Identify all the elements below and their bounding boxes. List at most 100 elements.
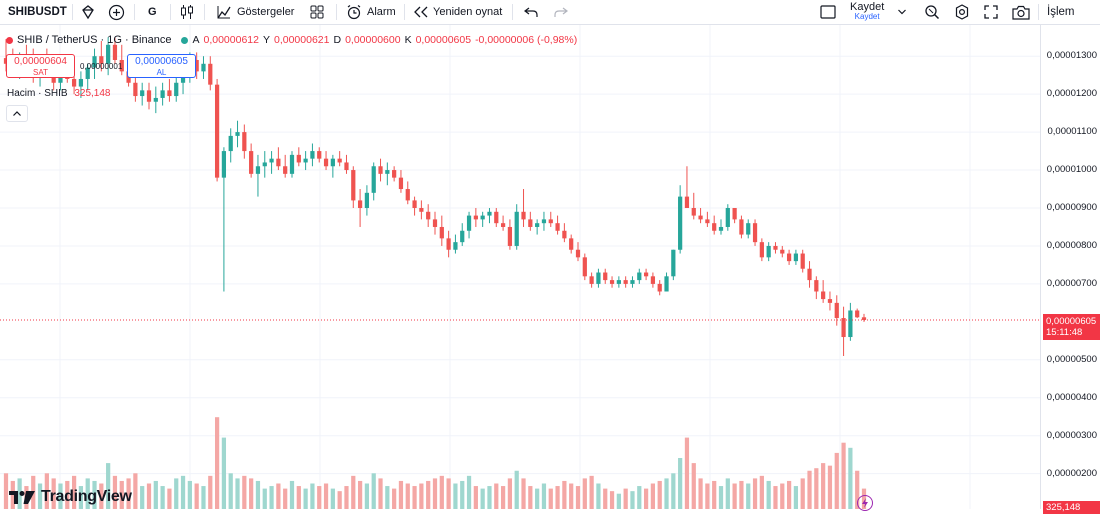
candle: [643, 268, 649, 281]
volume-legend-label[interactable]: Hacim · SHIB: [7, 88, 68, 99]
candle-body: [398, 177, 404, 190]
candle-body: [92, 56, 97, 68]
candle-body: [371, 166, 376, 193]
candle: [827, 291, 833, 311]
quick-search-icon[interactable]: [924, 0, 940, 24]
volume-bar: [58, 483, 63, 509]
interval-button[interactable]: G: [148, 0, 157, 24]
candle: [684, 166, 690, 208]
settings-gear-icon[interactable]: [954, 0, 970, 24]
candle-body: [194, 59, 199, 72]
symbol-search-button[interactable]: SHIBUSDT: [8, 0, 67, 24]
candle: [255, 154, 261, 197]
alert-button[interactable]: Alarm: [346, 0, 396, 24]
candle: [630, 276, 635, 288]
candle-body: [140, 90, 145, 97]
candle-body: [698, 215, 703, 220]
candle: [398, 170, 404, 193]
candle-body: [303, 158, 308, 163]
candle: [616, 276, 621, 288]
candle-body: [221, 151, 227, 178]
volume-bar: [126, 478, 131, 509]
volume-bar: [167, 488, 172, 509]
candle-body: [466, 215, 472, 231]
volume-bar: [235, 478, 240, 509]
volume-bar: [616, 493, 621, 509]
buy-button[interactable]: 0,00000605 AL: [127, 54, 196, 78]
volume-bar: [473, 486, 478, 509]
candle: [385, 162, 390, 186]
candle: [194, 52, 199, 79]
chart-pane[interactable]: [0, 25, 1040, 509]
high-value: 0,00000621: [274, 34, 330, 46]
volume-legend: Hacim · SHIB 325,148: [7, 88, 111, 99]
volume-bar: [112, 475, 118, 509]
volume-bar: [494, 483, 499, 509]
candle-body: [337, 158, 342, 163]
volume-tag: 325,148: [1043, 501, 1100, 514]
volume-bar: [405, 483, 410, 509]
candle-body: [589, 276, 594, 284]
candle-body: [718, 226, 724, 231]
candle: [405, 181, 410, 205]
volume-bar: [834, 452, 839, 509]
candle: [466, 211, 472, 239]
candle: [691, 192, 696, 220]
candle-body: [575, 249, 581, 258]
volume-bar: [569, 483, 574, 509]
undo-icon[interactable]: [524, 0, 538, 24]
change-value: -0,00000006 (-0,98%): [475, 34, 578, 46]
divider: [170, 4, 171, 20]
volume-bar: [283, 488, 288, 509]
volume-bar: [296, 486, 301, 509]
replay-button[interactable]: Yeniden oynat: [414, 0, 502, 24]
tradingview-logo-icon: [9, 491, 35, 504]
candle: [766, 242, 771, 262]
sell-label: SAT: [33, 68, 48, 77]
price-axis[interactable]: 0,00001300 0,00001200 0,00001100 0,00001000…: [1040, 25, 1100, 514]
candle: [657, 280, 662, 296]
candle: [337, 151, 342, 167]
fullscreen-icon[interactable]: [984, 0, 998, 24]
legend-title[interactable]: SHIB / TetherUS · 1G · Binance: [17, 34, 172, 46]
indicators-button[interactable]: Göstergeler: [216, 0, 294, 24]
trade-button[interactable]: İşlem: [1047, 0, 1074, 24]
candle-body: [446, 238, 451, 250]
candle-body: [671, 249, 676, 277]
candle-body: [99, 56, 104, 64]
collapse-legend-button[interactable]: [6, 105, 28, 122]
camera-icon[interactable]: [1012, 0, 1030, 24]
candle-body: [861, 317, 867, 320]
chevron-down-icon[interactable]: [897, 0, 907, 24]
candle-body: [848, 310, 853, 338]
volume-bar: [208, 475, 213, 509]
volume-bar: [85, 478, 90, 509]
candle-body: [71, 78, 77, 87]
candle: [814, 276, 819, 300]
tradingview-logo[interactable]: TradingView: [8, 488, 132, 506]
candle-body: [255, 166, 261, 174]
candlestick-chart[interactable]: [0, 25, 1040, 509]
volume-bar: [855, 470, 860, 509]
layout-checkbox-icon[interactable]: [820, 0, 836, 24]
candle-body: [746, 223, 751, 235]
volume-bar: [535, 488, 540, 509]
candle: [596, 268, 601, 288]
indicators-icon: [217, 6, 231, 19]
volume-bar: [426, 480, 431, 509]
redo-icon[interactable]: [554, 0, 568, 24]
candle-body: [582, 257, 587, 277]
volume-bar: [160, 486, 165, 509]
volume-bar: [357, 480, 363, 509]
sell-button[interactable]: 0,00000604 SAT: [6, 54, 75, 78]
candlestick-type-icon[interactable]: [180, 0, 194, 24]
layout-templates-icon[interactable]: [310, 0, 324, 24]
save-button[interactable]: Kaydet Kaydet: [850, 0, 884, 24]
compare-icon[interactable]: [80, 0, 96, 24]
candle: [153, 86, 158, 114]
volume-bar: [174, 478, 179, 509]
candle: [432, 211, 438, 235]
candle-body: [78, 78, 84, 87]
candle: [351, 166, 356, 208]
add-symbol-icon[interactable]: [108, 0, 125, 24]
